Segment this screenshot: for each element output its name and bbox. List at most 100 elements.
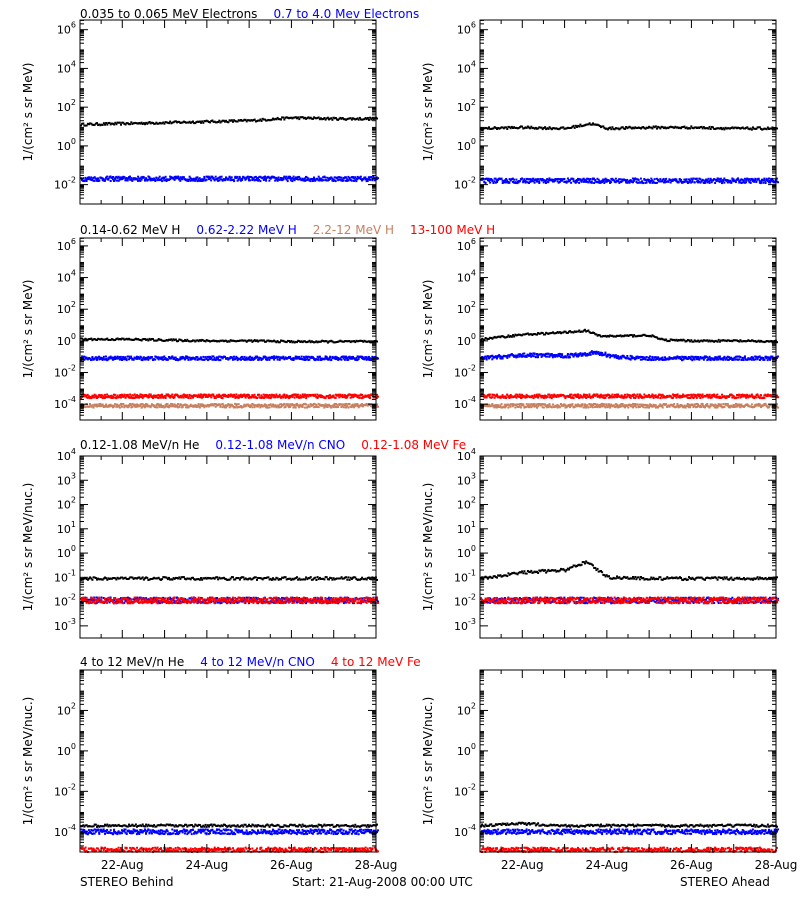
data-point: [222, 397, 224, 399]
data-point: [355, 180, 357, 182]
data-point: [293, 176, 295, 178]
data-point: [585, 407, 587, 409]
data-point: [249, 179, 251, 181]
data-point: [265, 356, 267, 358]
data-point: [335, 180, 337, 182]
data-point: [336, 404, 338, 406]
data-point: [329, 356, 331, 358]
series-3: [480, 403, 779, 409]
data-point: [566, 356, 568, 358]
series-4: [80, 393, 379, 399]
data-point: [590, 354, 592, 356]
data-point: [104, 179, 106, 181]
data-point: [501, 178, 503, 180]
series-2: [480, 177, 779, 184]
data-point: [261, 120, 263, 122]
data-point: [341, 177, 343, 179]
data-point: [694, 181, 696, 183]
data-point: [325, 177, 327, 179]
data-point: [358, 358, 360, 360]
data-point: [310, 180, 312, 182]
data-point: [305, 404, 307, 406]
data-point: [215, 176, 217, 178]
data-point: [754, 178, 756, 180]
y-tick-label: 104: [457, 59, 476, 75]
data-point: [91, 356, 93, 358]
data-point: [302, 406, 304, 408]
data-point: [643, 357, 645, 359]
series-2: [80, 176, 379, 183]
data-point: [646, 182, 648, 184]
data-point: [98, 180, 100, 182]
data-point: [322, 179, 324, 181]
data-point: [187, 397, 189, 399]
data-point: [297, 394, 299, 396]
data-point: [195, 178, 197, 180]
legend-entry: 4 to 12 MeV/n He: [80, 655, 184, 669]
data-point: [154, 180, 156, 182]
data-point: [717, 341, 719, 343]
data-point: [124, 356, 126, 358]
data-point: [268, 180, 270, 182]
data-point: [538, 182, 540, 184]
data-point: [758, 178, 760, 180]
data-point: [198, 403, 200, 405]
data-point: [114, 394, 116, 396]
y-tick-label: 100: [457, 137, 476, 153]
legend-entry: 0.12-1.08 MeV/n CNO: [215, 438, 345, 452]
data-point: [508, 182, 510, 184]
data-point: [129, 123, 131, 125]
data-point: [294, 397, 296, 399]
y-axis-label: 1/(cm² s sr MeV): [421, 63, 435, 162]
data-point: [291, 180, 293, 182]
plot-frame: [480, 20, 776, 204]
data-point: [182, 406, 184, 408]
data-point: [544, 126, 546, 128]
y-tick-label: 104: [57, 59, 76, 75]
data-point: [127, 180, 129, 182]
data-point: [331, 119, 333, 121]
data-point: [165, 176, 167, 178]
data-point: [254, 119, 256, 121]
data-point: [611, 126, 613, 128]
data-point: [120, 404, 122, 406]
data-point: [93, 406, 95, 408]
y-tick-label: 100: [57, 137, 76, 153]
data-point: [367, 180, 369, 182]
data-point: [654, 178, 656, 180]
data-point: [203, 176, 205, 178]
data-point: [582, 403, 584, 405]
data-point: [626, 179, 628, 181]
data-point: [298, 118, 300, 120]
data-point: [289, 356, 291, 358]
data-point: [112, 176, 114, 178]
data-point: [491, 180, 493, 182]
data-point: [638, 179, 640, 181]
data-point: [202, 356, 204, 358]
data-point: [546, 356, 548, 358]
data-point: [593, 182, 595, 184]
data-point: [319, 356, 321, 358]
data-point: [233, 356, 235, 358]
data-point: [489, 182, 491, 184]
data-point: [227, 179, 229, 181]
data-point: [280, 119, 282, 121]
data-point: [337, 406, 339, 408]
data-point: [765, 182, 767, 184]
data-point: [572, 178, 574, 180]
data-point: [696, 178, 698, 180]
data-point: [640, 178, 642, 180]
data-point: [264, 176, 266, 178]
data-point: [256, 397, 258, 399]
data-point: [739, 356, 741, 358]
data-point: [199, 407, 201, 409]
data-point: [120, 397, 122, 399]
data-point: [113, 405, 115, 407]
data-point: [329, 394, 331, 396]
data-point: [210, 396, 212, 398]
y-tick-label: 104: [57, 269, 76, 285]
data-point: [287, 180, 289, 182]
data-point: [96, 359, 98, 361]
